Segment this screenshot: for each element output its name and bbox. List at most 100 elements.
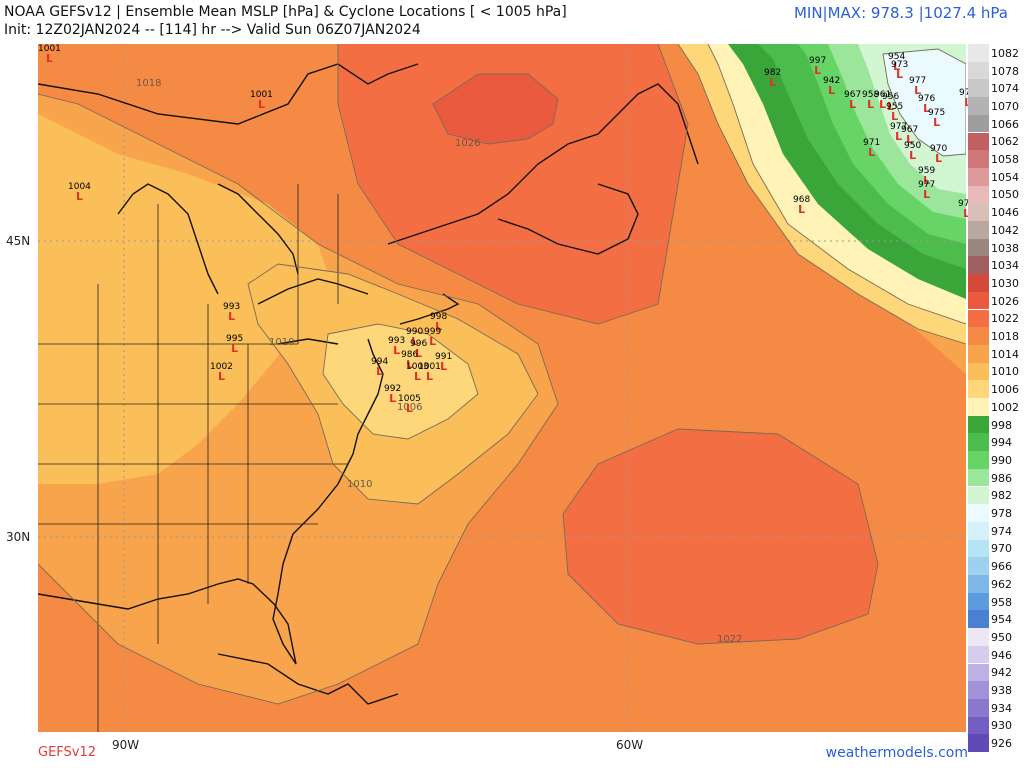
colorbar-label: 990 xyxy=(991,453,1012,467)
cyclone-marker: 997 L xyxy=(809,56,826,76)
colorbar-swatch xyxy=(968,415,989,434)
colorbar-step: 1022 xyxy=(968,309,1020,328)
low-symbol-icon: L xyxy=(440,360,448,373)
cyclone-pressure-label: 950 xyxy=(904,141,922,151)
colorbar-label: 1006 xyxy=(991,383,1019,397)
cyclone-marker: 991 L xyxy=(435,352,452,372)
low-symbol-icon: L xyxy=(896,68,904,81)
colorbar-label: 1074 xyxy=(991,82,1019,96)
colorbar-swatch xyxy=(968,167,989,186)
lon-label-90w: 90W xyxy=(112,738,140,752)
colorbar-swatch xyxy=(968,238,989,257)
low-symbol-icon: L xyxy=(895,130,903,143)
colorbar-swatch xyxy=(968,698,989,717)
colorbar-label: 950 xyxy=(991,630,1012,644)
cyclone-pressure-label: 973 xyxy=(891,60,909,70)
colorbar-label: 1014 xyxy=(991,347,1019,361)
cyclone-marker: 955 L xyxy=(886,102,903,122)
colorbar-label: 1034 xyxy=(991,259,1019,273)
lon-label-60w: 60W xyxy=(616,738,644,752)
colorbar-swatch xyxy=(968,521,989,540)
low-symbol-icon: L xyxy=(887,100,895,113)
colorbar-swatch xyxy=(968,344,989,363)
colorbar-step: 958 xyxy=(968,592,1020,611)
low-symbol-icon: L xyxy=(217,370,225,383)
colorbar-swatch xyxy=(968,539,989,558)
cyclone-marker: 996 L xyxy=(410,339,427,359)
cyclone-marker: 995 L xyxy=(226,334,243,354)
cyclone-marker: 972L xyxy=(959,88,976,108)
colorbar-swatch xyxy=(968,734,989,752)
colorbar-step: 1038 xyxy=(968,238,1020,257)
pressure-map: 1018 1026 1010 1010 1006 1022 1004 L 1001 L… xyxy=(38,44,976,732)
site-credit: weathermodels.com xyxy=(825,745,968,761)
colorbar-swatch xyxy=(968,486,989,505)
colorbar-step: 1046 xyxy=(968,203,1020,221)
cyclone-marker: 993 L xyxy=(388,336,405,356)
low-symbol-icon: L xyxy=(849,98,857,111)
colorbar-swatch xyxy=(968,203,989,221)
colorbar-label: 994 xyxy=(991,436,1012,450)
isobar-label: 1026 xyxy=(455,138,481,149)
colorbar-label: 1002 xyxy=(991,400,1019,414)
colorbar-swatch xyxy=(968,327,989,345)
colorbar-label: 1050 xyxy=(991,188,1019,202)
colorbar-swatch xyxy=(968,185,989,204)
low-symbol-icon: L xyxy=(879,98,887,111)
colorbar-step: 978 xyxy=(968,504,1020,522)
low-symbol-icon: L xyxy=(231,342,239,355)
colorbar-swatch xyxy=(968,274,989,292)
coastlines xyxy=(38,63,699,705)
low-symbol-icon: L xyxy=(923,174,931,187)
colorbar-label: 978 xyxy=(991,507,1012,521)
colorbar-step: 1054 xyxy=(968,167,1020,186)
cyclone-marker: 959 L xyxy=(918,166,935,186)
cyclone-marker: 942 L xyxy=(823,76,840,96)
cyclone-marker: 967 L xyxy=(844,90,861,110)
cyclone-pressure-label: 975 xyxy=(928,108,946,118)
state-borders xyxy=(38,184,348,732)
low-symbol-icon: L xyxy=(909,149,917,162)
colorbar-step: 1074 xyxy=(968,79,1020,98)
low-symbol-icon: L xyxy=(405,402,413,415)
low-symbol-icon: L xyxy=(228,310,236,323)
colorbar-label: 946 xyxy=(991,648,1012,662)
cyclone-marker: 999 L xyxy=(424,327,441,347)
colorbar-swatch xyxy=(968,150,989,168)
colorbar-step: 950 xyxy=(968,628,1020,646)
colorbar-swatch xyxy=(968,716,989,735)
cyclone-pressure-label: 998 xyxy=(430,312,448,322)
colorbar-label: 1022 xyxy=(991,312,1019,326)
colorbar-label: 1018 xyxy=(991,330,1019,344)
colorbar-label: 966 xyxy=(991,560,1012,574)
cyclone-marker: 1002 L xyxy=(210,362,233,382)
low-symbol-icon: L xyxy=(906,133,914,146)
colorbar-label: 974 xyxy=(991,524,1012,538)
cyclone-marker: 977 L xyxy=(890,122,907,142)
fill-1006-coastal xyxy=(323,324,478,439)
low-symbol-icon: L xyxy=(959,97,976,108)
cyclone-marker: 973 L xyxy=(891,60,908,80)
colorbar-step: 994 xyxy=(968,433,1020,452)
cyclone-marker: 967 L xyxy=(901,125,918,145)
colorbar-label: 1058 xyxy=(991,153,1019,167)
low-symbol-icon: L xyxy=(798,203,806,216)
low-symbol-icon: L xyxy=(867,98,875,111)
cyclone-pressure-label: 977 xyxy=(909,76,927,86)
colorbar-swatch xyxy=(968,628,989,646)
colorbar-swatch xyxy=(968,380,989,398)
colorbar-step: 1026 xyxy=(968,291,1020,310)
cyclone-marker: 993 L xyxy=(223,302,240,322)
low-symbol-icon: L xyxy=(415,347,423,360)
cyclone-marker: 1004 L xyxy=(68,182,91,202)
cyclone-pressure-label: 991 xyxy=(435,352,453,362)
cyclone-pressure-label: 982 xyxy=(764,68,782,78)
cyclone-marker: 1003 L xyxy=(406,362,429,382)
colorbar-step: 934 xyxy=(968,698,1020,717)
colorbar-swatch xyxy=(968,610,989,629)
colorbar-label: 982 xyxy=(991,489,1012,503)
colorbar-swatch xyxy=(968,309,989,328)
cyclone-pressure-label: 997 xyxy=(809,56,827,66)
cyclone-pressure-label: 958 xyxy=(862,90,880,100)
colorbar-swatch xyxy=(968,451,989,469)
